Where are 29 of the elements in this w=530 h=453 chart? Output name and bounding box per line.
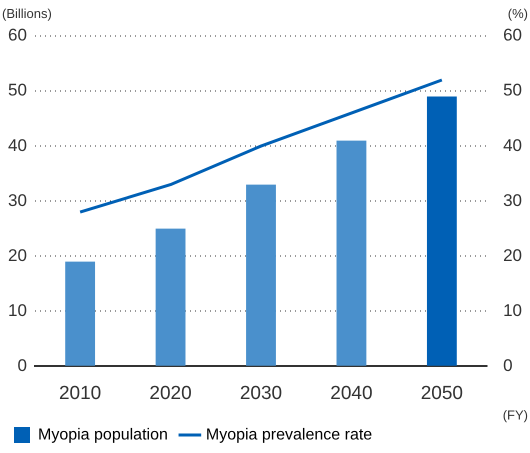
x-tick-label: 2050 bbox=[420, 382, 464, 404]
legend-label: Myopia population bbox=[38, 426, 168, 444]
y-tick-label: 10 bbox=[8, 300, 27, 320]
y2-tick-label: 60 bbox=[503, 26, 522, 45]
x-tick-label: 2020 bbox=[149, 382, 192, 404]
bar bbox=[65, 262, 96, 366]
y-axis-title: (Billions) bbox=[2, 6, 52, 22]
bar bbox=[336, 140, 366, 366]
y2-tick-label: 0 bbox=[503, 356, 513, 375]
x-tick-label: 2030 bbox=[240, 382, 282, 404]
x-axis-title: (FY) bbox=[502, 407, 528, 422]
bar bbox=[156, 228, 186, 366]
y2-tick-label: 20 bbox=[503, 246, 522, 265]
legend-label: Myopia prevalence rate bbox=[206, 426, 372, 444]
y2-tick-label: 40 bbox=[503, 136, 522, 155]
y2-axis-title: (%) bbox=[508, 6, 528, 22]
y2-tick-label: 10 bbox=[503, 300, 522, 320]
y-tick-label: 60 bbox=[8, 26, 27, 45]
x-tick-label: 2040 bbox=[330, 382, 373, 404]
y-tick-label: 20 bbox=[8, 246, 27, 265]
y-tick-label: 0 bbox=[17, 356, 27, 375]
y2-tick-label: 30 bbox=[503, 190, 522, 210]
bar bbox=[426, 96, 457, 366]
y-tick-label: 30 bbox=[8, 190, 27, 210]
x-tick-label: 2010 bbox=[58, 382, 102, 404]
y2-tick-label: 50 bbox=[503, 80, 522, 100]
y-tick-label: 50 bbox=[8, 80, 27, 100]
y-tick-label: 40 bbox=[8, 136, 27, 155]
bar bbox=[246, 184, 276, 366]
